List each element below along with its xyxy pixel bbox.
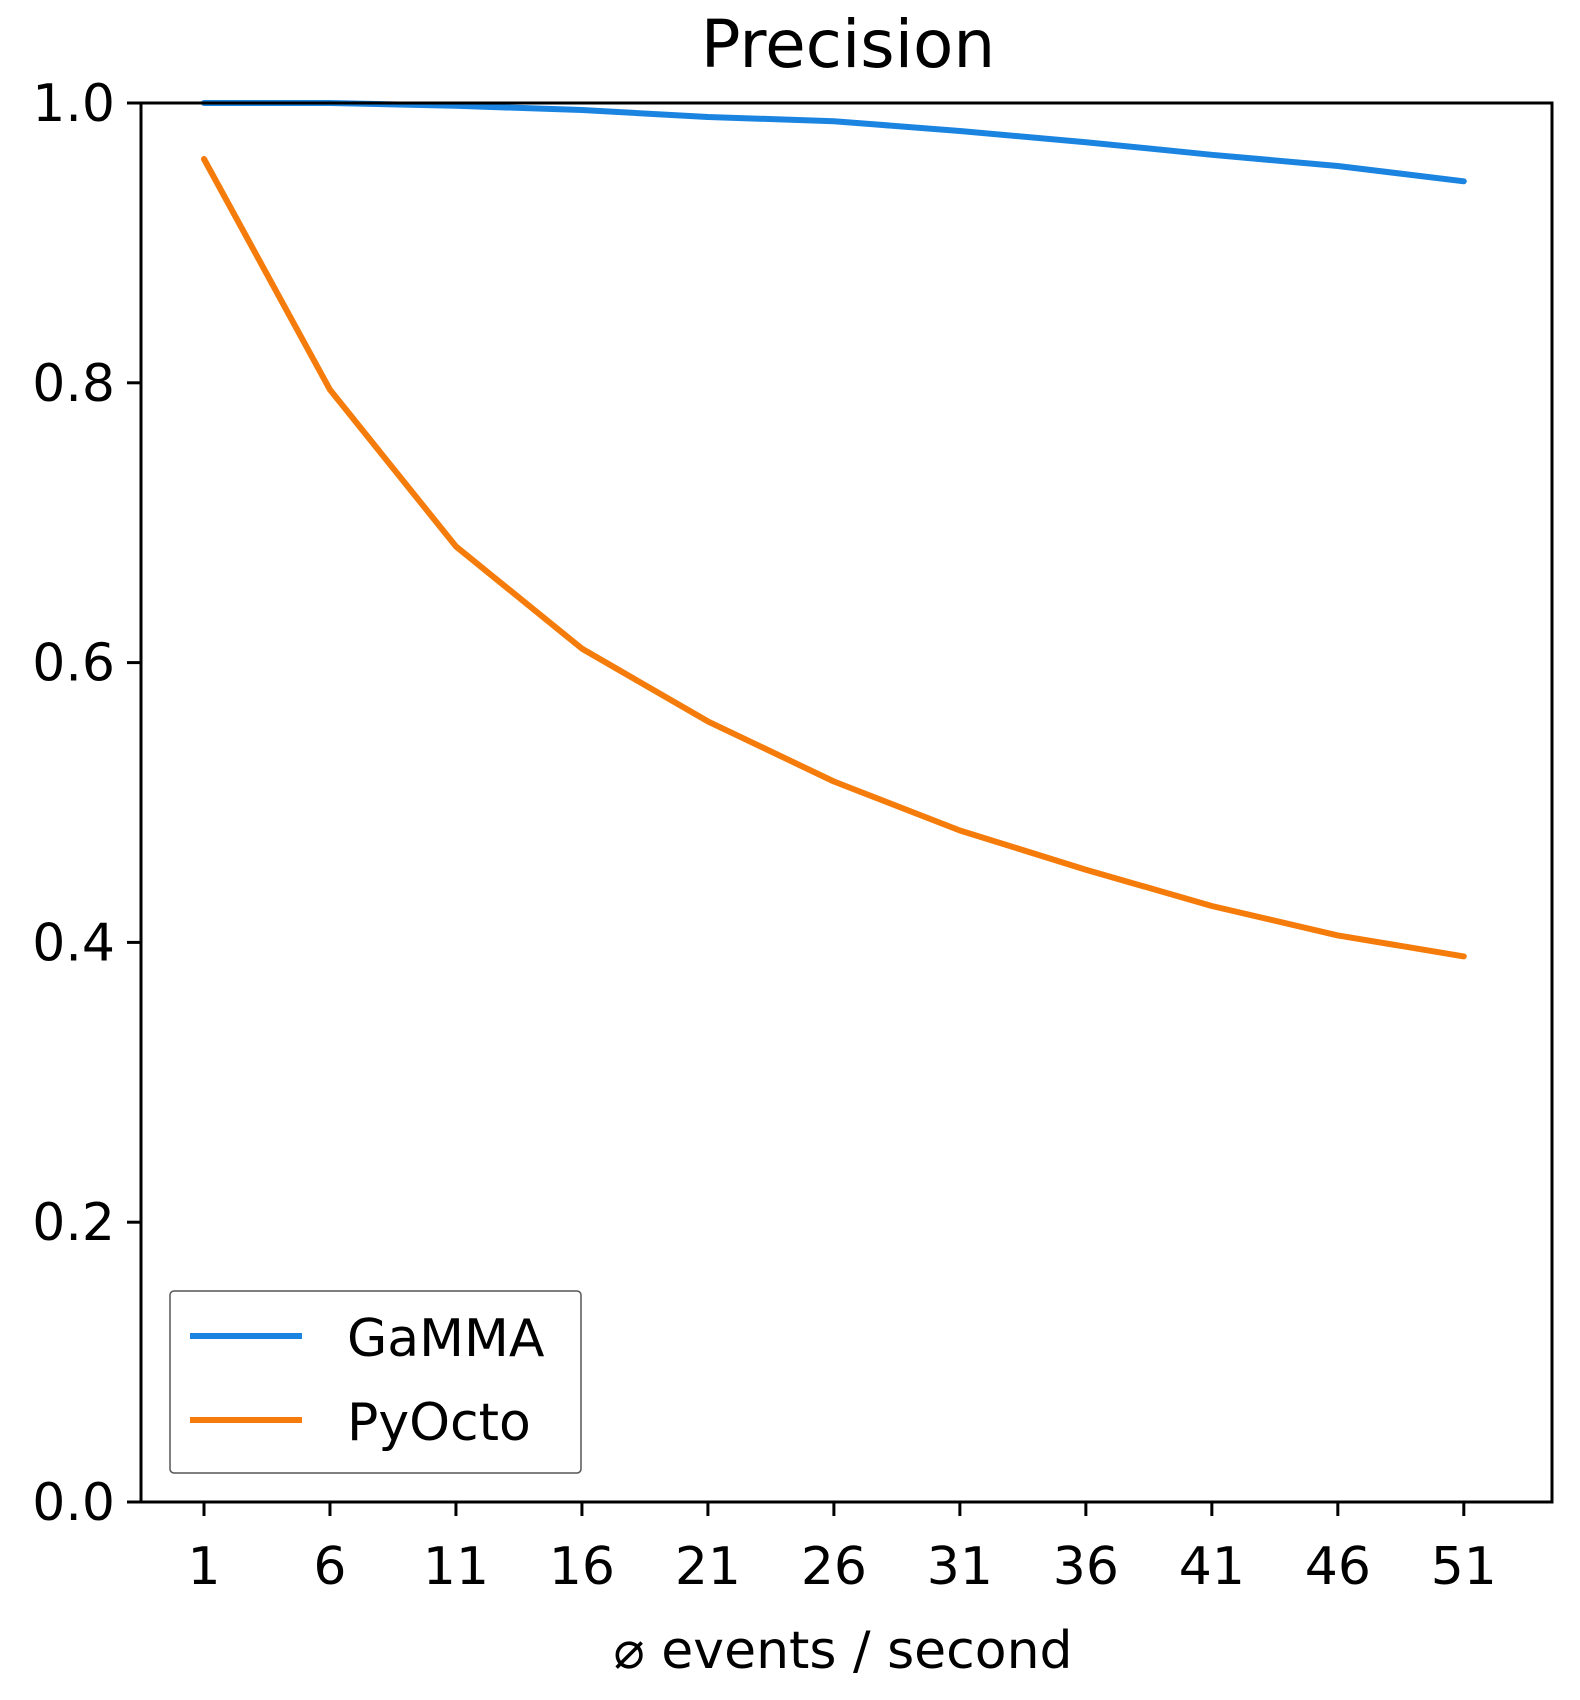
plot-area-frame [139, 101, 1554, 1504]
x-tick-label: 16 [549, 1537, 615, 1597]
y-tick-label: 0.8 [32, 354, 115, 414]
x-tick-label: 41 [1179, 1537, 1245, 1597]
legend: GaMMA PyOcto [169, 1290, 582, 1474]
series-line-pyocto [201, 156, 1467, 960]
x-tick-label: 51 [1431, 1537, 1497, 1597]
x-tick-label: 36 [1053, 1537, 1119, 1597]
y-axis: 0.0 0.2 0.4 0.6 0.8 1.0 [32, 74, 141, 1533]
y-tick-label: 0.0 [32, 1473, 115, 1533]
x-tick-label: 11 [423, 1537, 489, 1597]
series-line-gamma [201, 100, 1467, 185]
series-layer [201, 100, 1467, 960]
x-axis-label: ⌀ events / second [613, 1621, 1072, 1681]
y-tick-label: 0.4 [32, 913, 115, 973]
x-tick-label: 46 [1305, 1537, 1371, 1597]
y-tick-label: 0.2 [32, 1193, 115, 1253]
x-tick-label: 21 [675, 1537, 741, 1597]
chart-title: Precision [701, 6, 996, 83]
legend-label-pyocto: PyOcto [347, 1393, 531, 1453]
x-tick-label: 26 [801, 1537, 867, 1597]
x-axis: 1 6 11 16 21 26 31 36 41 46 51 [187, 1502, 1497, 1597]
x-tick-label: 6 [313, 1537, 346, 1597]
y-tick-label: 1.0 [32, 74, 115, 134]
legend-label-gamma: GaMMA [347, 1309, 545, 1369]
x-tick-label: 1 [187, 1537, 220, 1597]
y-tick-label: 0.6 [32, 634, 115, 694]
x-tick-label: 31 [927, 1537, 993, 1597]
